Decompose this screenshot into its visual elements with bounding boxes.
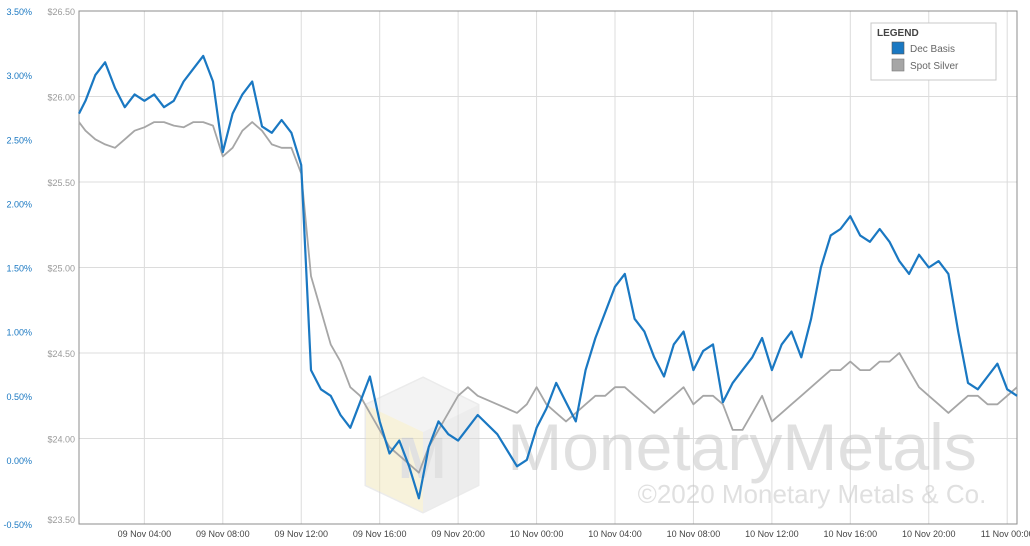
plot-area-frame [78,10,1018,525]
y-price-tick-label: $24.50 [47,349,75,359]
y-left-tick-label: 0.00% [6,456,32,466]
x-tick-label: 10 Nov 12:00 [745,529,799,539]
watermark-copyright: ©2020 Monetary Metals & Co. [638,479,987,509]
legend-swatch-spot-silver [891,58,905,72]
y-left-tick-label: 2.50% [6,135,32,145]
series-line-dec-basis [78,54,1018,500]
y-price-tick-label: $23.50 [47,515,75,525]
y-price-tick-label: $26.50 [47,7,75,17]
x-tick-label: 09 Nov 20:00 [431,529,485,539]
x-tick-label: 09 Nov 16:00 [353,529,407,539]
watermark-brand: MonetaryMetals [507,410,977,484]
y-price-tick-label: $24.00 [47,435,75,445]
x-tick-label: 09 Nov 12:00 [274,529,328,539]
legend-swatch-dec-basis [891,41,905,55]
axis-labels: 3.50% 3.00% 2.50% 2.00% 1.50% 1.00% 0.50% 0.00%… [3,7,1030,539]
x-tick-label: 11 Nov 00:00 [981,529,1030,539]
series-layer [78,54,1018,500]
legend: LEGEND Dec Basis Spot Silver [870,22,997,81]
legend-label-spot-silver: Spot Silver [910,61,959,72]
legend-title: LEGEND [877,28,919,39]
x-tick-label: 10 Nov 08:00 [667,529,721,539]
y-left-tick-label: 3.00% [6,71,32,81]
x-tick-label: 10 Nov 04:00 [588,529,642,539]
y-left-tick-label: 0.50% [6,392,32,402]
watermark: M MonetaryMetals ©2020 Monetary Metals &… [364,376,987,514]
y-left-tick-label: -0.50% [3,520,32,530]
x-tick-label: 09 Nov 08:00 [196,529,250,539]
legend-label-dec-basis: Dec Basis [910,44,955,55]
y-price-tick-label: $25.50 [47,178,75,188]
logo-cube-icon: M [364,376,480,514]
y-price-tick-label: $26.00 [47,93,75,103]
y-left-tick-label: 1.00% [6,328,32,338]
y-left-tick-label: 2.00% [6,199,32,209]
x-tick-label: 10 Nov 00:00 [510,529,564,539]
y-left-tick-label: 1.50% [6,264,32,274]
y-left-tick-label: 3.50% [6,7,32,17]
y-price-tick-label: $25.00 [47,264,75,274]
x-tick-label: 10 Nov 20:00 [902,529,956,539]
series-line-spot-silver [78,121,1018,474]
x-tick-label: 09 Nov 04:00 [118,529,172,539]
x-tick-label: 10 Nov 16:00 [824,529,878,539]
